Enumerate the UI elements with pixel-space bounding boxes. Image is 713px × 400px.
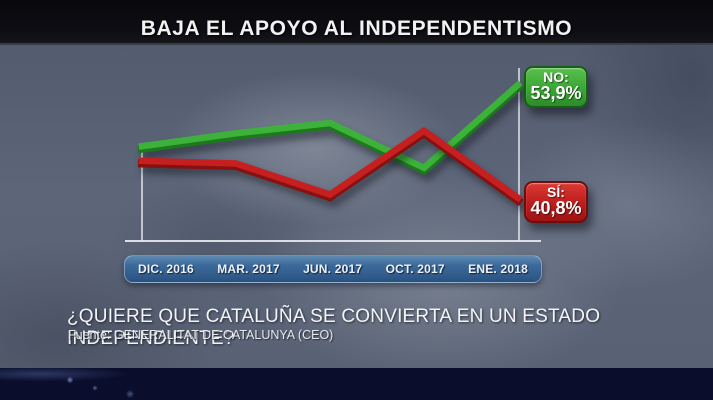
no-value-badge: NO: 53,9% xyxy=(524,66,588,109)
si-value-badge: SÍ: 40,8% xyxy=(524,181,588,224)
si-badge-label: SÍ: xyxy=(547,184,565,200)
no-line xyxy=(138,80,523,172)
x-tick-oct-2017: OCT. 2017 xyxy=(385,262,445,276)
poll-question: ¿QUIERE QUE CATALUÑA SE CONVIERTA EN UN … xyxy=(67,306,601,349)
x-tick-mar-2017: MAR. 2017 xyxy=(217,262,280,276)
x-axis-bar: DIC. 2016 MAR. 2017 JUN. 2017 OCT. 2017 … xyxy=(124,255,542,283)
no-series-line xyxy=(137,80,524,176)
headline-text: BAJA EL APOYO AL INDEPENDENTISMO xyxy=(140,17,573,40)
headline-bar: BAJA EL APOYO AL INDEPENDENTISMO xyxy=(0,0,713,45)
map-ocean-band xyxy=(0,368,713,400)
source-attribution: Fuente: GENERALITAT DE CATALUNYA (CEO) xyxy=(68,328,334,342)
si-line xyxy=(138,126,523,203)
x-tick-dic-2016: DIC. 2016 xyxy=(138,262,194,276)
x-tick-jun-2017: JUN. 2017 xyxy=(303,262,363,276)
world-map-background xyxy=(0,45,713,368)
si-badge-value: 40,8% xyxy=(530,198,582,219)
x-tick-ene-2018: ENE. 2018 xyxy=(468,262,528,276)
no-badge-value: 53,9% xyxy=(530,83,582,104)
no-badge-label: NO: xyxy=(543,69,569,85)
si-series-line xyxy=(137,126,524,207)
